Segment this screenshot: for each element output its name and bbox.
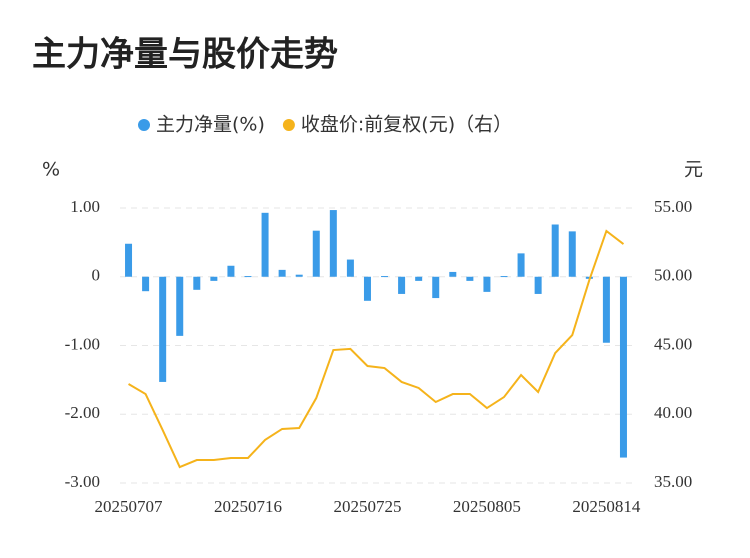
bar xyxy=(619,276,627,458)
bar xyxy=(312,230,320,277)
y-tick-label: -1.00 xyxy=(65,334,100,353)
bar xyxy=(210,276,218,281)
bar xyxy=(295,274,303,277)
y2-tick-label: 45.00 xyxy=(654,334,692,353)
y2-axis-unit: 元 xyxy=(684,159,703,181)
price-line xyxy=(128,229,625,469)
bar xyxy=(534,276,542,294)
bar xyxy=(398,276,406,294)
bar xyxy=(381,276,389,278)
legend-label: 收盘价:前复权(元)（右） xyxy=(301,114,512,136)
y2-tick-label: 55.00 xyxy=(654,197,692,216)
x-tick-label: 20250814 xyxy=(572,497,641,516)
bar xyxy=(602,276,610,343)
bar xyxy=(500,276,508,278)
bar xyxy=(244,276,252,278)
bar xyxy=(125,243,133,277)
legend-label: 主力净量(%) xyxy=(156,114,265,136)
bar xyxy=(415,276,423,281)
bar xyxy=(363,276,371,301)
bar xyxy=(449,271,457,277)
bar xyxy=(329,210,337,277)
x-tick-label: 20250805 xyxy=(453,497,521,516)
legend-marker xyxy=(138,119,150,131)
y-tick-label: -3.00 xyxy=(65,472,100,491)
bar xyxy=(483,276,491,292)
legend-marker xyxy=(282,119,295,131)
bar xyxy=(432,276,440,299)
bar xyxy=(227,265,235,277)
y2-tick-label: 35.00 xyxy=(654,472,692,491)
bar xyxy=(159,276,167,382)
x-tick-label: 20250716 xyxy=(214,497,282,516)
x-tick-label: 20250725 xyxy=(333,497,401,516)
bar xyxy=(346,259,354,277)
bar xyxy=(568,231,576,277)
bar xyxy=(278,269,286,277)
y-axis-unit: % xyxy=(42,159,60,181)
bar xyxy=(466,276,474,281)
bar xyxy=(176,276,184,336)
y-tick-label: 1.00 xyxy=(70,197,100,216)
y2-tick-label: 40.00 xyxy=(654,403,692,422)
bar xyxy=(193,276,201,290)
bar xyxy=(517,253,525,277)
y-tick-label: -2.00 xyxy=(65,403,100,422)
bar xyxy=(551,224,559,277)
y-tick-label: 0 xyxy=(92,266,101,285)
x-tick-label: 20250707 xyxy=(95,497,164,516)
chart-title: 主力净量与股价走势 xyxy=(32,35,338,75)
bar xyxy=(261,212,269,277)
y2-tick-label: 50.00 xyxy=(654,266,692,285)
bar xyxy=(142,276,150,292)
